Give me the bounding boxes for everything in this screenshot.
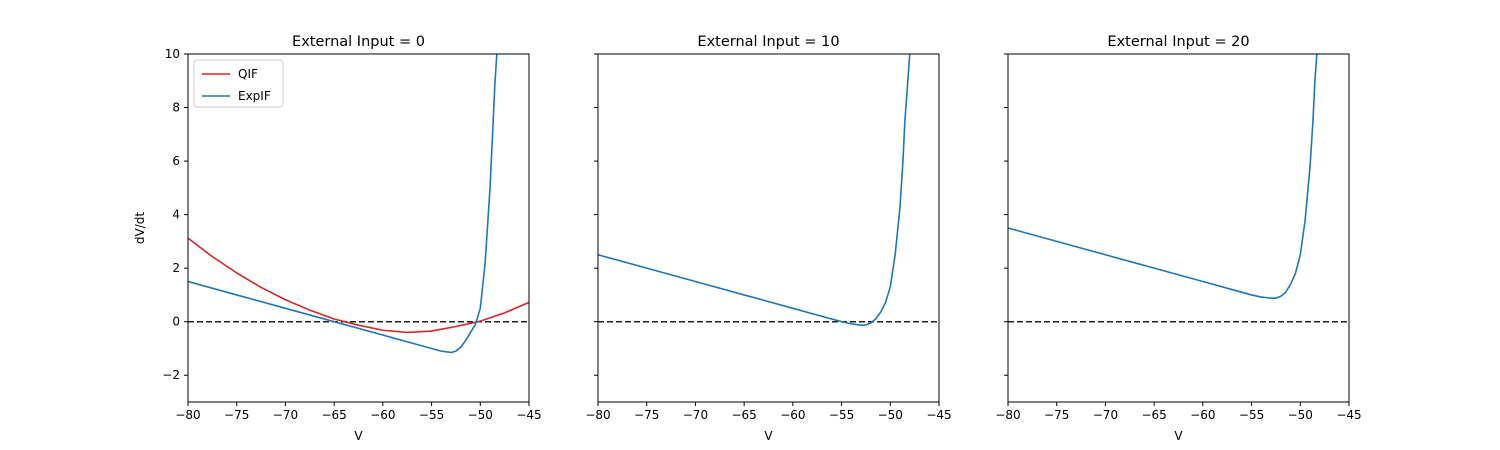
y-tick-label: 10: [165, 47, 180, 61]
series-line-expif: [188, 54, 498, 354]
series-group: [188, 54, 529, 354]
x-tick-label: −75: [224, 408, 249, 422]
x-axis-label: V: [354, 429, 363, 443]
x-tick-label: −60: [780, 408, 805, 422]
x-tick-label: −60: [1190, 408, 1215, 422]
series-line-expif: [598, 54, 911, 326]
chart-panel-2: −80 −75 −70 −65 −60 −55 −50 −45 External Input =…: [585, 34, 951, 443]
chart-panel-3: −80 −75 −70 −65 −60 −55 −50 −45 External Input =…: [995, 34, 1361, 443]
x-tick-label: −55: [829, 408, 854, 422]
plot-frame: [597, 53, 940, 403]
y-axis-label: dV/dt: [133, 212, 147, 244]
x-tick-label: −75: [1044, 408, 1069, 422]
x-tick-label: −70: [1093, 408, 1118, 422]
legend: QIF ExpIF: [193, 59, 284, 108]
y-tick-label: 0: [172, 315, 180, 329]
legend-label-qif: QIF: [238, 67, 258, 81]
series-line-qif: [188, 237, 529, 334]
y-tick-label: 4: [172, 208, 180, 222]
x-tick-label: −80: [995, 408, 1020, 422]
y-tick-label: 6: [172, 154, 180, 168]
x-tick-label: −70: [273, 408, 298, 422]
chart-panel-1: −80 −75 −70 −65 −60 −55 −50 −45 −2 0 2 4 6 8 10 Externa…: [133, 34, 542, 443]
x-tick-label: −55: [1239, 408, 1264, 422]
series-group: [598, 54, 911, 326]
legend-label-expif: ExpIF: [238, 89, 271, 103]
x-tick-label: −65: [731, 408, 756, 422]
series-line-expif: [1008, 54, 1318, 299]
y-tick-label: 2: [172, 261, 180, 275]
x-tick-label: −65: [321, 408, 346, 422]
x-tick-label: −45: [1336, 408, 1361, 422]
y-tick-label: −2: [162, 368, 180, 382]
x-tick-label: −80: [585, 408, 610, 422]
x-tick-label: −80: [175, 408, 200, 422]
x-tick-label: −50: [878, 408, 903, 422]
x-tick-label: −45: [926, 408, 951, 422]
x-tick-label: −60: [370, 408, 395, 422]
x-tick-label: −45: [516, 408, 541, 422]
panel-title: External Input = 0: [292, 34, 425, 50]
panel-title: External Input = 10: [697, 34, 839, 50]
x-axis-label: V: [1174, 429, 1183, 443]
series-group: [1008, 54, 1318, 299]
panel-title: External Input = 20: [1107, 34, 1249, 50]
x-tick-label: −70: [683, 408, 708, 422]
x-tick-label: −55: [419, 408, 444, 422]
y-tick-label: 8: [172, 101, 180, 115]
plot-frame: [187, 53, 530, 403]
x-tick-label: −50: [468, 408, 493, 422]
x-tick-label: −75: [634, 408, 659, 422]
plot-frame: [1007, 53, 1350, 403]
x-tick-label: −65: [1141, 408, 1166, 422]
x-axis-label: V: [764, 429, 773, 443]
x-tick-label: −50: [1288, 408, 1313, 422]
